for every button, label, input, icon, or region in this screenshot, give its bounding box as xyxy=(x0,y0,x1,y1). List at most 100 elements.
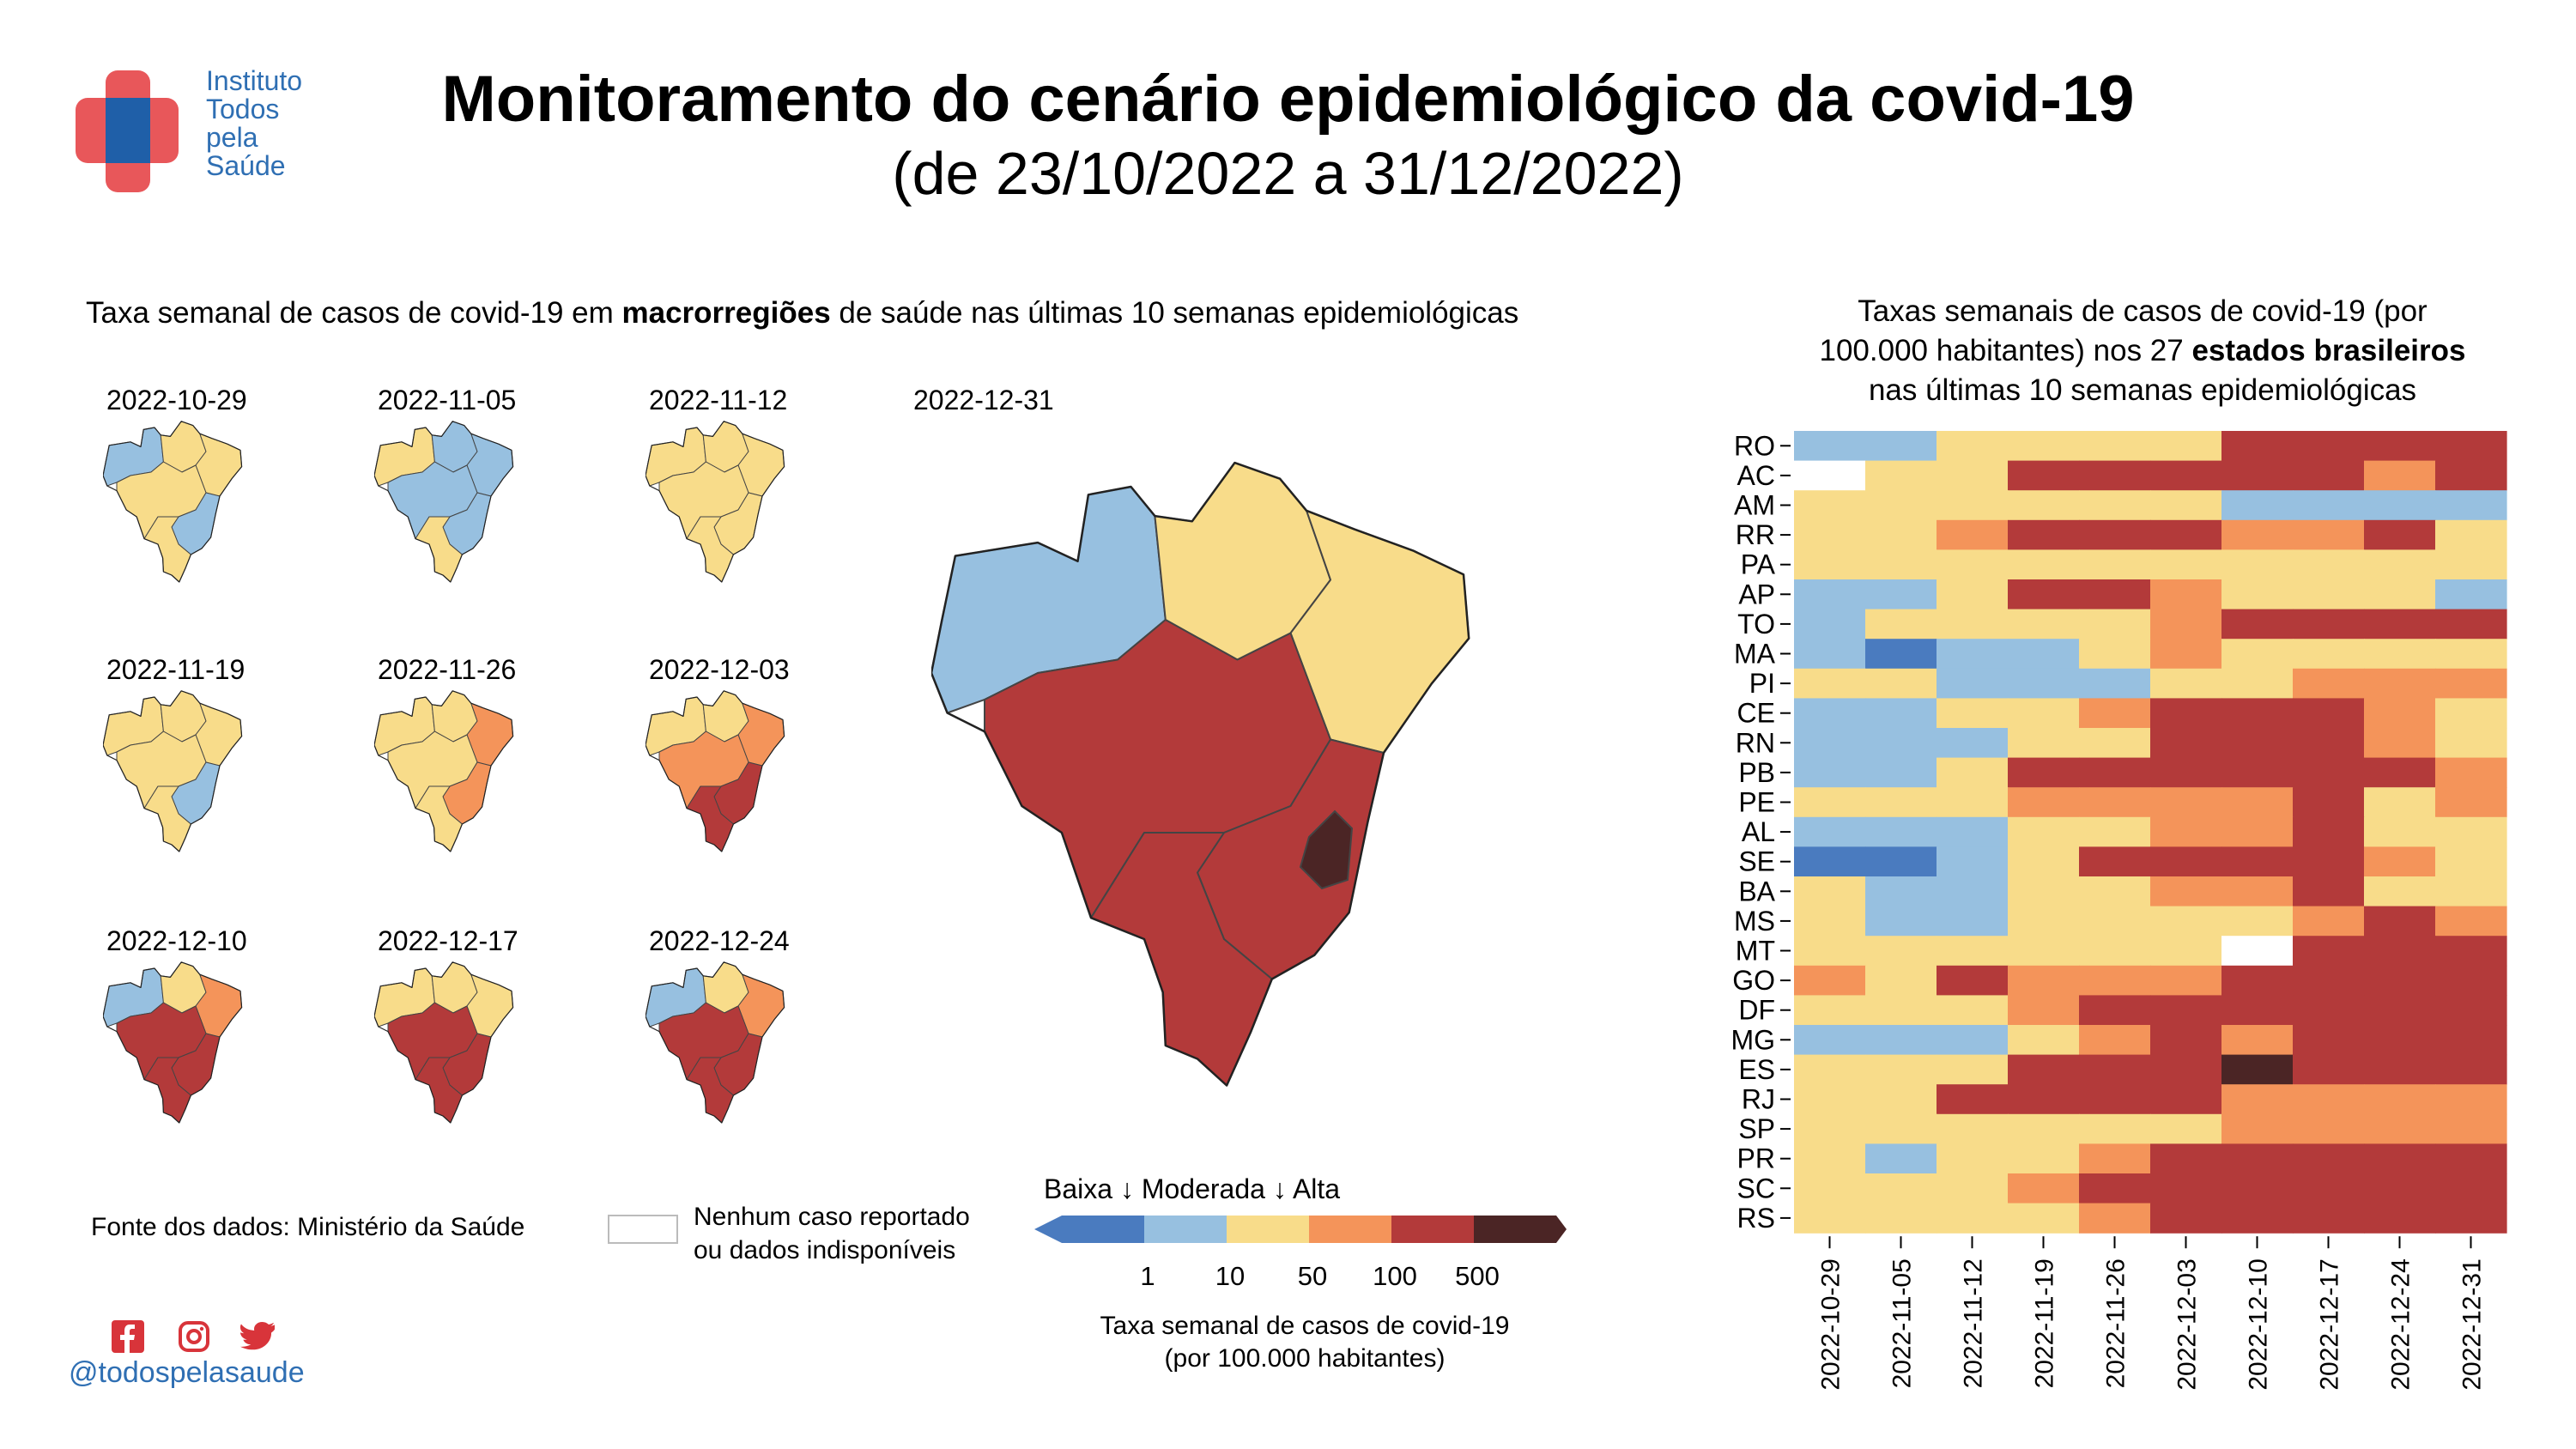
heatmap-cell xyxy=(2364,757,2436,788)
heatmap-cell xyxy=(2008,846,2080,877)
map-date: 2022-12-03 xyxy=(649,654,790,685)
heatmap-cell xyxy=(2008,1173,2080,1204)
heatmap-cell xyxy=(2293,846,2365,877)
map-outline xyxy=(646,421,785,583)
heatmap-cell xyxy=(2221,579,2294,610)
heatmap-cell xyxy=(2221,1084,2294,1115)
heatmap-row-label: TO xyxy=(1737,609,1775,640)
heatmap-col-label: 2022-11-19 xyxy=(2031,1258,2059,1388)
heatmap-cell xyxy=(2221,431,2294,462)
heatmap-cell xyxy=(1937,519,2009,550)
heatmap-cell xyxy=(2079,965,2151,996)
heatmap-cell xyxy=(2079,668,2151,699)
heatmap-cell xyxy=(2150,936,2222,967)
heatmap-cell xyxy=(2221,906,2294,937)
heatmap-cell xyxy=(2293,1143,2365,1174)
heatmap-cell xyxy=(2293,668,2365,699)
heatmap-cell xyxy=(2221,1143,2294,1174)
map-date: 2022-11-26 xyxy=(378,654,517,685)
maps-heading-bold: macrorregiões xyxy=(621,296,831,330)
heatmap-cell xyxy=(2293,1084,2365,1115)
heatmap-row-label: AC xyxy=(1737,460,1775,491)
heatmap-cell xyxy=(1865,460,1937,491)
heatmap-col-label: 2022-12-31 xyxy=(2458,1258,2487,1390)
heatmap-cell xyxy=(2150,965,2222,996)
heatmap-cell xyxy=(2364,1173,2436,1204)
heatmap-cell xyxy=(2364,965,2436,996)
heatmap-cell xyxy=(2079,816,2151,847)
heatmap-cell xyxy=(1794,936,1866,967)
heatmap-cell xyxy=(2293,1173,2365,1204)
heatmap-cell xyxy=(2435,1084,2507,1115)
heatmap-cell xyxy=(2221,816,2294,847)
twitter-icon[interactable] xyxy=(240,1322,275,1351)
heatmap-cell xyxy=(2435,1113,2507,1144)
heatmap-cell xyxy=(2150,1143,2222,1174)
heatmap-cell xyxy=(2293,639,2365,670)
scale-tick-label: 500 xyxy=(1455,1261,1500,1291)
heatmap-cell xyxy=(1794,846,1866,877)
heatmap-cell xyxy=(2008,1203,2080,1234)
heatmap-cell xyxy=(2435,579,2507,610)
facebook-icon[interactable] xyxy=(112,1320,144,1353)
heatmap-cell xyxy=(2221,728,2294,759)
heatmap-cell xyxy=(2150,728,2222,759)
heatmap-cell xyxy=(2293,460,2365,491)
brazil-map-small xyxy=(646,421,785,583)
heatmap-cell xyxy=(1937,965,2009,996)
heatmap-cell xyxy=(2435,609,2507,640)
heatmap-cell xyxy=(1937,1084,2009,1115)
heatmap-cell xyxy=(2293,787,2365,818)
heatmap-cell xyxy=(2364,490,2436,521)
scale-segment xyxy=(1391,1216,1474,1243)
heatmap-cell xyxy=(2435,1025,2507,1056)
heatmap-cell xyxy=(1794,579,1866,610)
heatmap-cell xyxy=(2221,490,2294,521)
heatmap-cell xyxy=(1865,816,1937,847)
scale-segment xyxy=(1474,1216,1556,1243)
heatmap-cell xyxy=(2079,1084,2151,1115)
no-data-line: ou dados indisponíveis xyxy=(694,1236,956,1264)
heatmap-cell xyxy=(1865,1084,1937,1115)
map-outline xyxy=(646,961,785,1124)
social-handle[interactable]: @todospelasaude xyxy=(69,1356,305,1389)
heatmap-cell xyxy=(1865,876,1937,907)
heatmap-cell xyxy=(2008,876,2080,907)
heatmap-col-label: 2022-12-24 xyxy=(2387,1258,2415,1390)
heatmap-row-label: RR xyxy=(1736,519,1775,550)
maps-heading: Taxa semanal de casos de covid-19 em mac… xyxy=(86,296,1518,330)
heatmap-cell xyxy=(2364,728,2436,759)
heatmap-cell xyxy=(2435,995,2507,1026)
heatmap-cell xyxy=(2008,1084,2080,1115)
heatmap-cell xyxy=(2008,431,2080,462)
scale-segment xyxy=(1144,1216,1227,1243)
heatmap-cell xyxy=(1865,698,1937,729)
heatmap-cell xyxy=(2293,1113,2365,1144)
heatmap-row-label: MT xyxy=(1736,936,1775,967)
heatmap-cell xyxy=(2079,579,2151,610)
heatmap-row-label: RS xyxy=(1737,1203,1775,1234)
heatmap-cell xyxy=(2364,1054,2436,1085)
heatmap-cell xyxy=(2150,757,2222,788)
color-scale-title: Taxa semanal de casos de covid-19 (por 1… xyxy=(1021,1310,1588,1375)
instagram-icon[interactable] xyxy=(178,1320,210,1353)
heatmap-cell xyxy=(2150,1054,2222,1085)
heatmap-cell xyxy=(2079,1203,2151,1234)
heatmap-cell xyxy=(1865,549,1937,580)
no-data-line: Nenhum caso reportado xyxy=(694,1203,970,1231)
heatmap-row-label: GO xyxy=(1732,965,1775,996)
heatmap-cell xyxy=(2008,519,2080,550)
heatmap-cell xyxy=(1794,787,1866,818)
heatmap-cell xyxy=(1794,609,1866,640)
heatmap-cell xyxy=(2150,1173,2222,1204)
heatmap-cell xyxy=(2435,1173,2507,1204)
color-scale-bar xyxy=(1034,1216,1567,1243)
heatmap-cell xyxy=(2008,995,2080,1026)
no-data-legend-label: Nenhum caso reportado ou dados indisponí… xyxy=(694,1200,970,1267)
heatmap-cell xyxy=(2221,698,2294,729)
scale-tick-label: 1 xyxy=(1140,1261,1155,1291)
heatmap-cell xyxy=(1794,1173,1866,1204)
heatmap-cell xyxy=(1865,965,1937,996)
heatmap-cell xyxy=(2435,1143,2507,1174)
heatmap-cell xyxy=(1794,816,1866,847)
